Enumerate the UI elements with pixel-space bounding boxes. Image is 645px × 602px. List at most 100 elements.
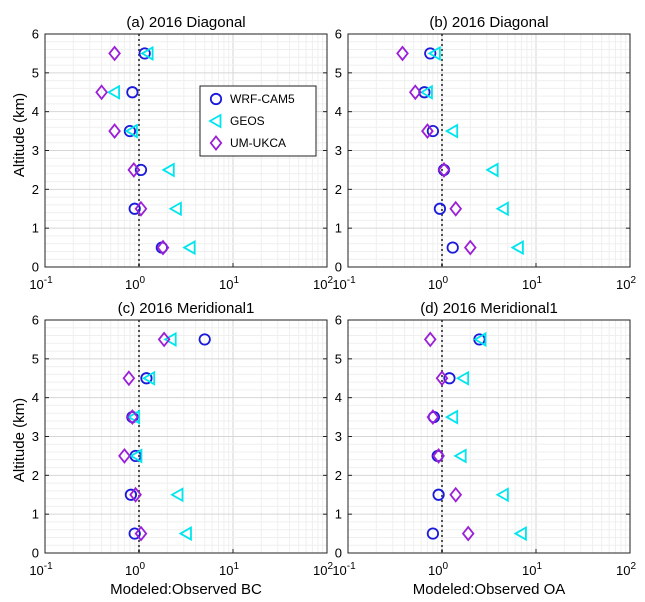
x-tick-label: 101 [219,561,239,578]
x-tick-label: 102 [313,275,333,292]
data-point [432,447,445,464]
y-tick-label: 0 [32,546,39,561]
y-tick-label: 6 [335,313,342,328]
data-point [426,124,439,138]
data-point [473,331,487,347]
y-tick-label: 0 [335,546,342,561]
data-point [161,162,175,178]
y-tick-label: 3 [32,429,39,444]
data-point [449,200,463,217]
data-point [128,202,141,215]
data-point [127,161,141,178]
data-point [156,239,170,256]
data-point [126,409,141,425]
y-axis-label: Altitude (km) [11,398,28,482]
legend-label: UM-UKCA [230,136,286,150]
x-tick-label: 10-1 [29,561,53,578]
legend-label: WRF-CAM5 [230,92,295,106]
panel: 0 1 2 3 4 5 6 10-1 100 101 102 (c) 2016 Meridional1 [29,300,333,578]
data-point [421,123,434,140]
data-point [128,527,141,540]
data-point [437,161,451,178]
y-tick-label: 1 [335,221,342,236]
x-tick-label: 100 [428,561,448,578]
data-point [157,331,171,348]
data-point [129,486,142,503]
data-point [449,486,463,503]
data-point [140,372,153,385]
x-tick-label: 10-1 [29,275,53,292]
y-tick-label: 2 [335,182,342,197]
data-point [170,487,184,503]
data-point [182,240,196,256]
x-axis-label-oa: Modeled:Observed OA [413,581,566,598]
y-tick-label: 1 [335,507,342,522]
data-point [446,241,459,254]
data-point [510,240,524,256]
data-point [198,333,211,346]
y-tick-label: 1 [32,507,39,522]
legend-marker [209,135,223,151]
y-tick-label: 5 [32,351,39,366]
data-point [485,162,499,178]
data-point [463,239,477,256]
data-point [444,123,459,139]
y-tick-label: 3 [335,429,342,444]
data-point [455,370,470,386]
panel: 0 1 2 3 4 5 6 10-1 100 101 102 (d) 2016 Meridional1 [332,300,636,578]
y-tick-label: 0 [335,260,342,275]
y-tick-label: 3 [335,143,342,158]
y-tick-label: 4 [32,390,39,405]
legend-marker [209,92,223,106]
data-point [118,447,131,464]
y-tick-label: 6 [335,27,342,42]
data-point [126,409,139,426]
y-tick-label: 2 [335,468,342,483]
y-tick-label: 6 [32,27,39,42]
y-tick-label: 4 [32,104,39,119]
data-point [396,45,409,62]
data-point [163,331,177,347]
data-point [141,370,156,386]
data-point [418,86,431,99]
data-point [426,409,440,426]
panel-title: (d) 2016 Meridional1 [420,300,558,317]
data-point [95,84,108,101]
panel-title: (c) 2016 Meridional1 [118,300,255,317]
y-tick-label: 1 [32,221,39,236]
data-point [140,45,154,61]
x-tick-label: 102 [616,275,636,292]
data-point [419,84,433,100]
x-tick-label: 10-1 [332,561,356,578]
panel-title: (a) 2016 Diagonal [126,14,245,31]
data-point [408,84,422,101]
data-point [435,370,449,387]
y-tick-label: 3 [32,143,39,158]
legend-label: GEOS [230,114,265,128]
data-point [178,526,192,542]
x-axis-label-bc: Modeled:Observed BC [110,581,262,598]
data-point [432,488,445,501]
y-tick-label: 5 [335,65,342,80]
data-point [126,86,139,99]
x-tick-label: 101 [219,275,239,292]
data-point [495,201,509,217]
y-tick-label: 4 [335,390,342,405]
x-tick-label: 100 [125,561,145,578]
y-axis-label: Altitude (km) [11,93,28,177]
data-point [124,123,138,139]
data-point [424,47,437,60]
data-point [495,487,509,503]
legend-marker [208,113,222,129]
x-tick-label: 100 [428,275,448,292]
x-tick-label: 100 [125,275,145,292]
data-point [122,370,136,387]
y-tick-label: 2 [32,468,39,483]
data-point [134,200,148,217]
y-tick-label: 0 [32,260,39,275]
y-tick-label: 2 [32,182,39,197]
data-point [129,448,143,464]
data-point [433,202,447,215]
data-point [108,123,121,140]
